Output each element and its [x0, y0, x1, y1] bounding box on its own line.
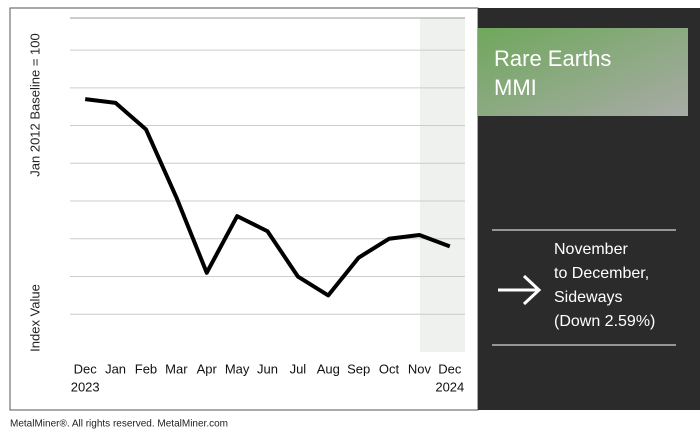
x-tick-label: Oct: [379, 361, 400, 376]
x-tick-label: Feb: [135, 361, 157, 376]
highlight-band: [420, 18, 465, 352]
y-axis-label: Index Value: [27, 284, 42, 352]
x-tick-label: Dec: [438, 361, 462, 376]
chart-frame: [9, 7, 479, 411]
summary: November: [554, 241, 628, 258]
summary: (Down 2.59%): [554, 313, 655, 330]
arrow-icon: [498, 274, 542, 306]
x-tick-label: May: [225, 361, 250, 376]
summary: to December,: [554, 265, 649, 282]
x-tick-label: Sep: [347, 361, 370, 376]
x-tick-label: Dec: [74, 361, 98, 376]
summary: Sideways: [554, 289, 622, 306]
year-label: 2023: [71, 379, 100, 394]
panel-title: Rare Earths: [494, 46, 611, 71]
x-tick-label: Aug: [317, 361, 340, 376]
x-tick-label: Apr: [197, 361, 218, 376]
x-tick-label: Nov: [408, 361, 432, 376]
footer: MetalMiner®. All rights reserved. MetalM…: [10, 419, 228, 430]
x-tick-label: Jul: [290, 361, 307, 376]
x-tick-label: Mar: [165, 361, 188, 376]
panel-header: [478, 28, 688, 116]
x-tick-label: Jan: [105, 361, 126, 376]
x-tick-label: Jun: [257, 361, 278, 376]
panel-title: MMI: [494, 75, 537, 100]
year-label: 2024: [435, 379, 464, 394]
y-axis-label: Jan 2012 Baseline = 100: [27, 33, 42, 176]
data-line: [84, 97, 451, 298]
